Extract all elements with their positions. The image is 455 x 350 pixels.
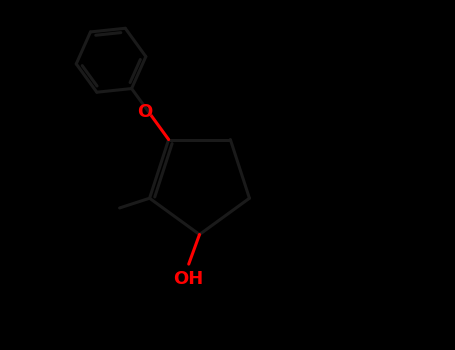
- Text: O: O: [137, 103, 152, 121]
- Text: OH: OH: [174, 271, 204, 288]
